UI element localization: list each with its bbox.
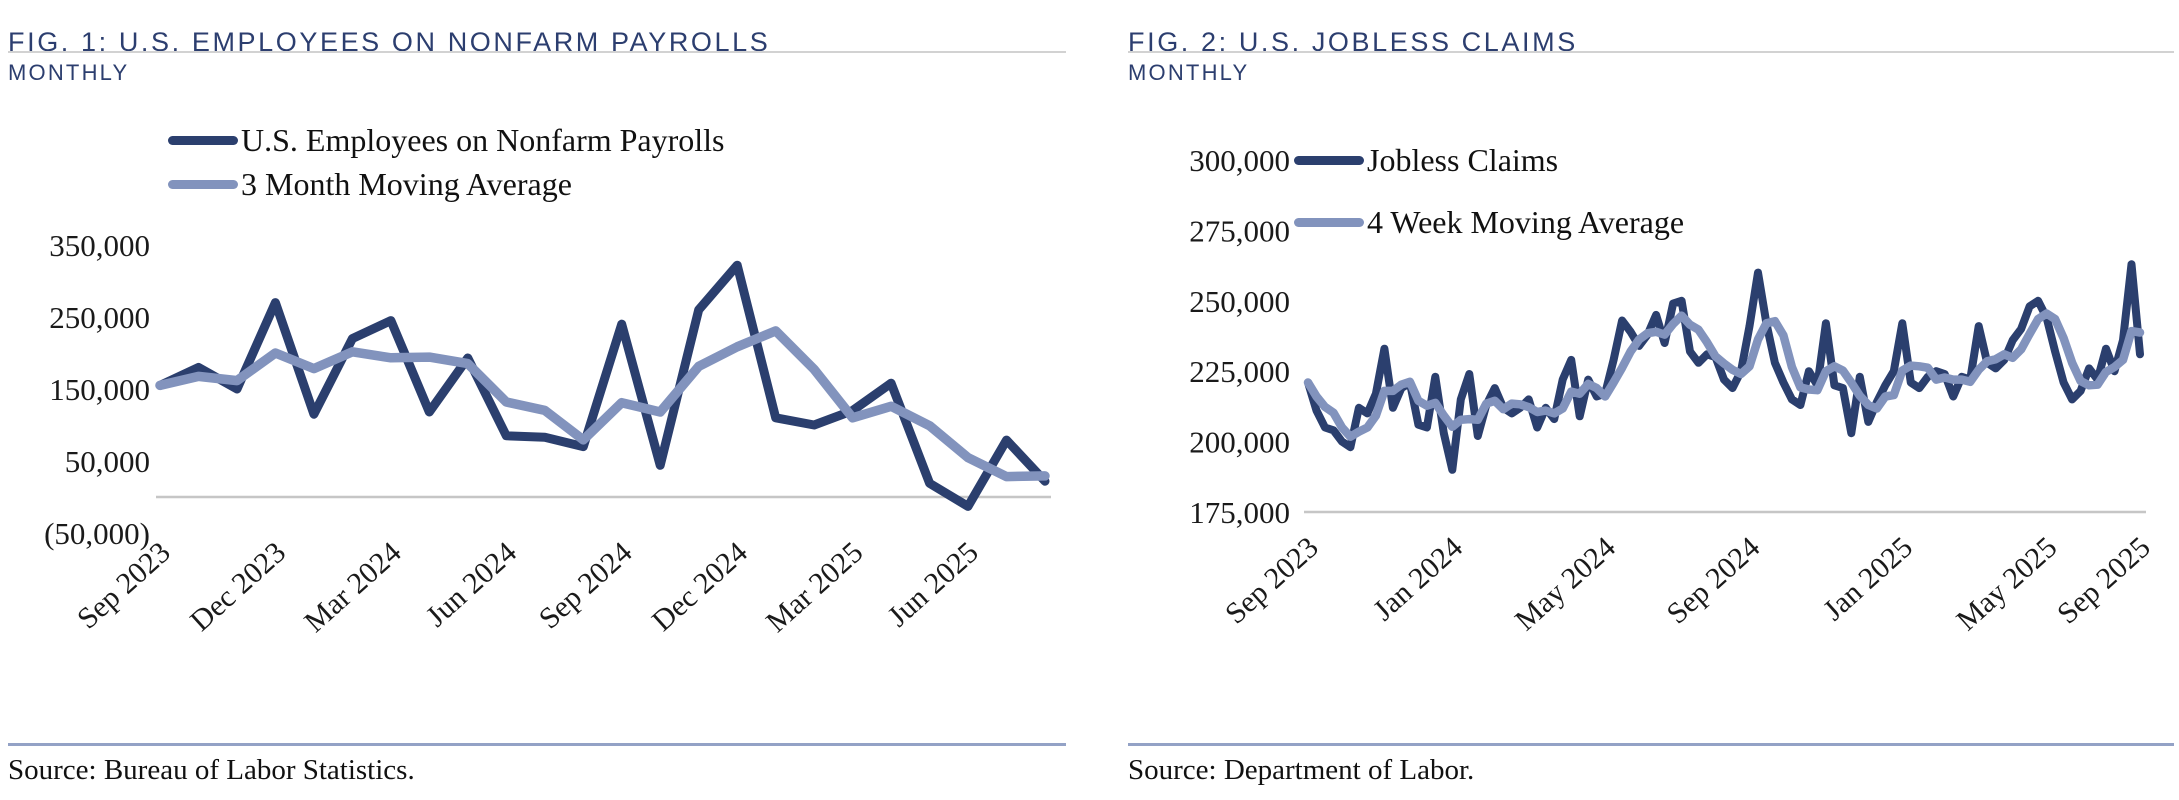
- x-axis-tick-label: Jun 2024: [420, 536, 523, 634]
- fig1-bottom-rule: [8, 743, 1066, 746]
- fig2-title-rule: [1128, 51, 2174, 53]
- x-axis-tick-label: Jan 2024: [1367, 531, 1469, 627]
- fig1-source: Source: Bureau of Labor Statistics.: [8, 754, 415, 786]
- fig2-legend-item-moving-average: 4 Week Moving Average: [1294, 191, 1684, 253]
- fig1-legend-item-moving-average: 3 Month Moving Average: [168, 162, 725, 206]
- fig1-title: FIG. 1: U.S. EMPLOYEES ON NONFARM PAYROL…: [8, 27, 771, 58]
- 4-week-moving-average-line: [1303, 309, 2145, 441]
- fig2-bottom-rule: [1128, 743, 2174, 746]
- payrolls-line-swatch: [168, 135, 238, 145]
- x-axis-tick-label: Mar 2025: [760, 536, 869, 639]
- y-axis-tick-label: 175,000: [1189, 495, 1290, 530]
- y-axis-tick-label: 225,000: [1189, 354, 1290, 389]
- x-axis-tick-label: Mar 2024: [298, 536, 407, 639]
- x-axis-tick-label: May 2025: [1950, 531, 2063, 637]
- fig1-subtitle: MONTHLY: [8, 60, 130, 85]
- y-axis-tick-label: 250,000: [49, 300, 150, 335]
- fig2-panel: FIG. 2: U.S. JOBLESS CLAIMS MONTHLY 300,…: [1128, 0, 2176, 800]
- fig1-legend-item-payrolls: U.S. Employees on Nonfarm Payrolls: [168, 118, 725, 162]
- x-axis-tick-label: Dec 2024: [646, 536, 754, 638]
- fig1-plot: 350,000 250,000 150,000 50,000 (50,000) Sep 2…: [44, 228, 1051, 639]
- fig2-plot: 300,000 275,000 250,000 225,000 200,000 175,0…: [1189, 143, 2157, 637]
- jobless-claims-line-swatch: [1294, 155, 1364, 165]
- y-axis-tick-label: 200,000: [1189, 425, 1290, 460]
- x-axis-tick-label: Sep 2025: [2051, 531, 2157, 631]
- x-axis-tick-label: May 2024: [1509, 531, 1622, 637]
- x-axis-tick-label: Jan 2025: [1817, 531, 1919, 627]
- fig1-legend-label-moving-average: 3 Month Moving Average: [241, 165, 572, 202]
- u-s-employees-on-nonfarm-payrolls-line: [155, 260, 1050, 511]
- fig1-title-rule: [8, 51, 1066, 53]
- y-axis-tick-label: 275,000: [1189, 213, 1290, 248]
- fig1-chart-area: 350,000 250,000 150,000 50,000 (50,000) Sep 2…: [8, 85, 1068, 710]
- x-axis-tick-label: Jun 2025: [882, 536, 985, 634]
- y-axis-tick-label: 250,000: [1189, 284, 1290, 319]
- claims-moving-average-line-swatch: [1294, 217, 1364, 227]
- fig2-legend: Jobless Claims 4 Week Moving Average: [1294, 129, 1684, 253]
- fig1-panel: FIG. 1: U.S. EMPLOYEES ON NONFARM PAYROL…: [8, 0, 1068, 800]
- y-axis-tick-label: 50,000: [65, 444, 150, 479]
- y-axis-tick-label: 300,000: [1189, 143, 1290, 178]
- fig2-source: Source: Department of Labor.: [1128, 754, 1475, 786]
- y-axis-tick-label: (50,000): [44, 516, 150, 551]
- fig2-legend-label-claims: Jobless Claims: [1367, 141, 1559, 178]
- fig2-subtitle: MONTHLY: [1128, 60, 1250, 85]
- jobless-claims-line: [1304, 260, 2144, 474]
- fig2-chart-area: 300,000 275,000 250,000 225,000 200,000 175,0…: [1128, 85, 2176, 710]
- x-axis-tick-label: Sep 2024: [1660, 531, 1766, 631]
- fig2-legend-label-moving-average: 4 Week Moving Average: [1367, 203, 1685, 240]
- fig2-legend-item-claims: Jobless Claims: [1294, 129, 1684, 191]
- fig2-title: FIG. 2: U.S. JOBLESS CLAIMS: [1128, 27, 1578, 58]
- fig1-legend-label-payrolls: U.S. Employees on Nonfarm Payrolls: [241, 121, 725, 158]
- x-axis-tick-label: Dec 2023: [184, 536, 292, 638]
- y-axis-tick-label: 350,000: [49, 228, 150, 263]
- moving-average-line-swatch: [168, 179, 238, 189]
- 3-month-moving-average-line: [155, 326, 1050, 482]
- x-axis-tick-label: Sep 2023: [1219, 531, 1325, 631]
- y-axis-tick-label: 150,000: [49, 372, 150, 407]
- fig1-legend: U.S. Employees on Nonfarm Payrolls 3 Mon…: [168, 118, 725, 206]
- x-axis-tick-label: Sep 2024: [533, 536, 639, 636]
